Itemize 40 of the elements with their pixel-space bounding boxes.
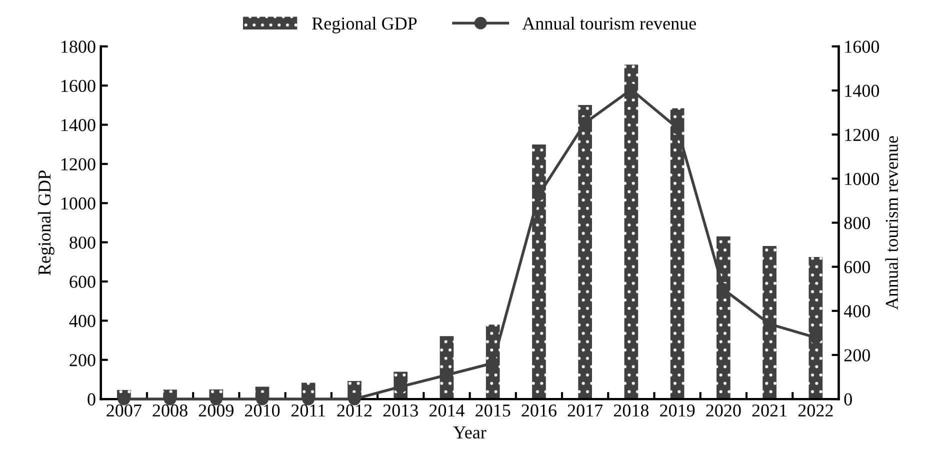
x-tick-label: 2019 [660,404,695,417]
y-tick-label: 0 [88,393,96,406]
y-tick-label: 1400 [61,119,96,132]
y-tick-label: 1000 [61,197,96,210]
y2-tick-label: 1200 [845,128,880,141]
x-tick-label: 2012 [337,404,372,417]
y-tick-label: 200 [70,354,96,366]
x-tick-label: 2017 [568,404,603,417]
y2-tick-label: 400 [844,305,870,318]
x-tick-label: 2014 [429,404,465,417]
x-tick-label: 2020 [706,404,741,417]
x-tick-label: 2010 [245,404,280,417]
x-tick-label: 2011 [291,404,326,417]
y2-axis-title: Annual tourism revenue [885,136,898,310]
x-tick-label: 2022 [798,404,833,417]
legend-label: Annual tourism revenue [522,16,696,30]
x-tick-label: 2021 [752,404,787,417]
x-tick-label: 2018 [614,404,649,417]
y2-tick-label: 1000 [845,172,880,186]
y-tick-label: 1600 [61,80,96,92]
x-tick-label: 2016 [522,404,556,417]
legend-label: Regional GDP [312,16,417,34]
x-tick-label: 2007 [106,404,142,417]
y2-tick-label: 0 [844,393,852,406]
y-tick-label: 1200 [61,158,96,170]
y-tick-label: 400 [69,314,96,328]
y2-tick-label: 200 [844,349,870,362]
x-tick-label: 2015 [476,404,510,417]
y2-tick-label: 1400 [845,84,880,97]
x-tick-label: 2013 [383,404,418,417]
y2-tick-label: 1600 [845,40,880,53]
y-tick-label: 1800 [61,40,96,53]
x-tick-label: 2009 [198,404,234,417]
x-tick-label: 2008 [152,404,188,417]
y2-tick-label: 800 [844,216,870,230]
x-axis-title: Year [453,426,486,439]
y-tick-label: 600 [70,276,96,288]
y-axis-title: Regional GDP [38,170,54,276]
y2-tick-label: 600 [844,261,870,274]
y-tick-label: 800 [70,236,96,249]
